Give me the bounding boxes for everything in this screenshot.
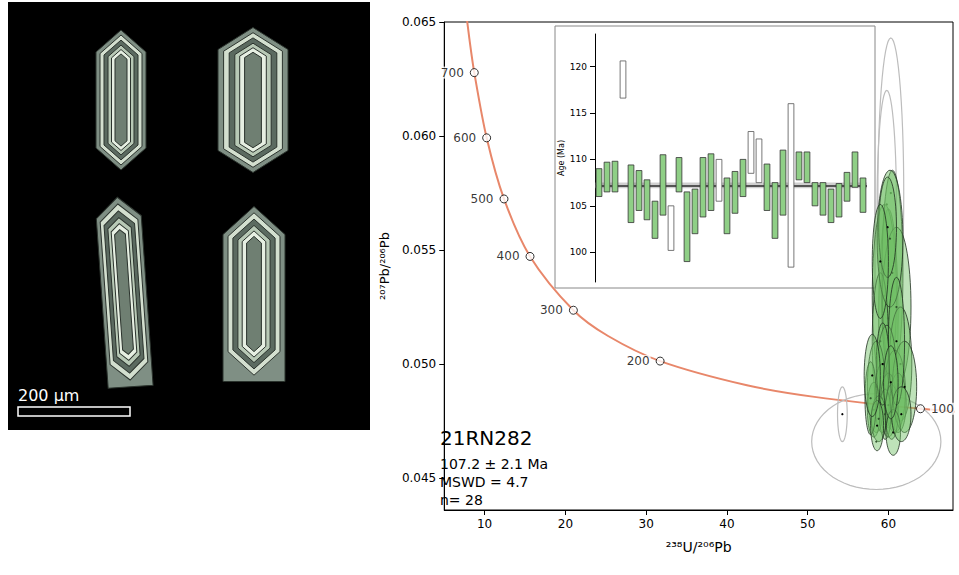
svg-text:0.050: 0.050 — [402, 357, 436, 371]
svg-text:107.2 ± 2.1 Ma: 107.2 ± 2.1 Ma — [440, 456, 548, 472]
svg-text:110: 110 — [570, 154, 587, 164]
svg-text:Age (Ma): Age (Ma) — [557, 140, 566, 176]
svg-text:40: 40 — [719, 517, 734, 531]
svg-text:30: 30 — [638, 517, 653, 531]
svg-text:²³⁸U/²⁰⁶Pb: ²³⁸U/²⁰⁶Pb — [666, 539, 732, 555]
svg-text:200 µm: 200 µm — [18, 386, 79, 405]
svg-text:400: 400 — [497, 249, 520, 263]
svg-text:200: 200 — [627, 354, 650, 368]
svg-text:n= 28: n= 28 — [440, 492, 483, 508]
svg-text:0.060: 0.060 — [402, 129, 436, 143]
svg-text:0.055: 0.055 — [402, 243, 436, 257]
svg-text:21RN282: 21RN282 — [440, 426, 532, 450]
svg-text:600: 600 — [453, 131, 476, 145]
svg-text:500: 500 — [471, 192, 494, 206]
svg-text:50: 50 — [800, 517, 815, 531]
svg-text:700: 700 — [441, 66, 464, 80]
svg-text:105: 105 — [570, 201, 587, 211]
svg-text:MSWD = 4.7: MSWD = 4.7 — [440, 474, 528, 490]
svg-text:100: 100 — [570, 247, 587, 257]
svg-text:120: 120 — [570, 62, 587, 72]
svg-text:20: 20 — [558, 517, 573, 531]
svg-text:0.045: 0.045 — [402, 471, 436, 485]
svg-text:60: 60 — [881, 517, 896, 531]
svg-text:100: 100 — [931, 402, 954, 416]
svg-text:300: 300 — [540, 303, 563, 317]
svg-text:10: 10 — [477, 517, 492, 531]
svg-text:²⁰⁷Pb/²⁰⁶Pb: ²⁰⁷Pb/²⁰⁶Pb — [377, 232, 392, 300]
svg-text:0.065: 0.065 — [402, 15, 436, 29]
svg-text:115: 115 — [570, 108, 587, 118]
